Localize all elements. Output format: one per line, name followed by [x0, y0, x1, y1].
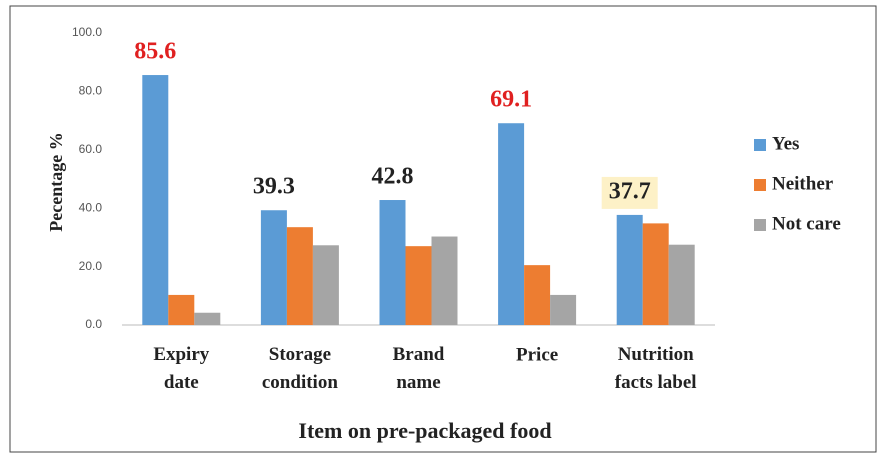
y-tick-label: 60.0: [79, 142, 103, 156]
bar: [431, 236, 458, 325]
y-tick-label: 100.0: [72, 25, 102, 39]
legend-swatch: [754, 139, 766, 151]
y-tick-label: 40.0: [79, 200, 103, 214]
x-axis-label: Item on pre-packaged food: [298, 418, 551, 443]
x-tick-label: Expiry date: [153, 344, 209, 393]
x-tick-line: Storage: [269, 344, 331, 365]
legend-label: Not care: [772, 213, 841, 234]
bar: [524, 265, 551, 325]
data-label: 39.3: [253, 174, 295, 200]
x-tick-line: Expiry: [153, 344, 209, 365]
x-tick-line: name: [396, 372, 440, 393]
x-tick-line: Nutrition: [618, 344, 694, 365]
data-label: 85.6: [134, 39, 176, 65]
y-tick-label: 20.0: [79, 259, 103, 273]
x-tick-label: Nutrition facts label: [615, 344, 697, 393]
bar: [312, 245, 339, 325]
y-tick-label: 80.0: [79, 84, 103, 98]
data-label: 37.7: [609, 178, 651, 204]
y-axis-label: Pecentage %: [46, 132, 66, 231]
data-label: 42.8: [372, 164, 414, 190]
data-label: 69.1: [490, 87, 532, 113]
label-highlight: [601, 176, 658, 209]
bar: [286, 227, 313, 325]
bar: [405, 246, 432, 325]
bar: [194, 312, 221, 325]
legend-swatch: [754, 219, 766, 231]
bar: [616, 214, 643, 325]
x-tick-line: date: [164, 372, 199, 393]
bar: [668, 244, 695, 325]
x-tick-line: facts label: [615, 372, 697, 393]
x-tick-label: Storage condition: [262, 344, 338, 393]
bar: [260, 210, 287, 325]
bar: [498, 123, 525, 325]
x-tick-line: Brand: [393, 344, 445, 365]
x-tick-label: Price: [516, 344, 558, 365]
legend-label: Yes: [772, 133, 799, 154]
y-tick-label: 0.0: [85, 317, 102, 331]
x-tick-label: Brand name: [393, 344, 445, 393]
bar: [550, 294, 577, 325]
bar: [642, 223, 669, 325]
legend-swatch: [754, 179, 766, 191]
bar: [168, 294, 195, 325]
bar: [142, 75, 169, 325]
x-tick-line: condition: [262, 372, 338, 393]
legend-label: Neither: [772, 173, 834, 194]
chart-frame: [9, 5, 877, 453]
bar: [379, 200, 406, 325]
